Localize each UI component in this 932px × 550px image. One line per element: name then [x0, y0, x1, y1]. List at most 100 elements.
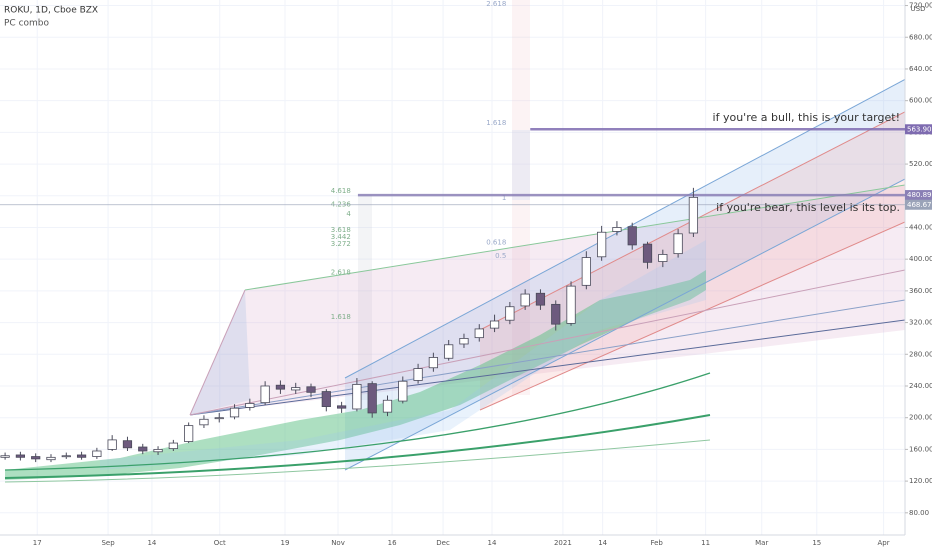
moving-average [4, 414, 711, 479]
fib-label: 0.618 [486, 239, 506, 247]
x-tick-label: Apr [878, 539, 890, 547]
fan-line [189, 289, 246, 416]
fib-box [358, 195, 372, 400]
price-tag [905, 190, 932, 201]
candle-body [642, 243, 653, 263]
candle-body [321, 391, 331, 408]
fan-fill [190, 185, 905, 415]
y-tick-label: 80.00 [909, 509, 929, 517]
candle-body [444, 344, 454, 359]
x-tick-label: 16 [388, 539, 397, 547]
x-tick-label: 14 [488, 539, 497, 547]
fan-fill [190, 290, 250, 415]
candle-body [581, 257, 591, 286]
x-tick-label: 2021 [554, 539, 572, 547]
candle-body [214, 417, 224, 420]
symbol-title: ROKU, 1D, Cboe BZX [4, 6, 98, 16]
candle-body [122, 440, 133, 449]
fan-line [244, 184, 906, 291]
candle-body [245, 403, 255, 408]
candle-body [352, 384, 362, 410]
y-tick-label: 400.00 [909, 255, 932, 263]
x-tick-label: 14 [147, 539, 156, 547]
support-band [100, 240, 706, 470]
candle-body [413, 368, 423, 381]
candle-body [92, 450, 102, 457]
candle-body [627, 226, 637, 246]
candle-body [184, 425, 194, 442]
price-axis [905, 0, 932, 550]
fib-label: 4 [346, 210, 351, 218]
candle-body [520, 293, 530, 307]
currency: USD [911, 5, 926, 13]
candle-body [551, 303, 561, 325]
y-tick-label: 600.00 [909, 97, 932, 105]
annotation: if you're bear, this level is its top. [716, 201, 900, 214]
x-tick-label: Oct [214, 539, 226, 547]
y-tick-label: 200.00 [909, 414, 932, 422]
y-tick-label: 280.00 [909, 350, 932, 358]
candle-body [260, 385, 270, 404]
price-tag-label: 468.67 [907, 201, 932, 209]
x-tick-label: 14 [598, 539, 607, 547]
candle-body [505, 306, 515, 321]
indicator-name: PC combo [4, 19, 50, 29]
price-tag-label: 563.90 [907, 125, 932, 133]
candle-body [275, 384, 286, 390]
x-tick-label: 15 [812, 539, 821, 547]
channel-line [344, 64, 932, 379]
candle-body [612, 227, 622, 232]
grid [0, 0, 905, 535]
candle-body [474, 328, 484, 339]
candle-body [336, 405, 347, 409]
x-tick-label: 11 [701, 539, 710, 547]
x-tick-label: Feb [650, 539, 663, 547]
time-axis [0, 535, 932, 550]
fan-line [189, 319, 906, 416]
candle-body [535, 292, 546, 306]
y-tick-label: 360.00 [909, 287, 932, 295]
channel-line [344, 164, 932, 471]
candle-body [658, 254, 668, 262]
candle-body [428, 357, 438, 369]
y-tick-label: 520.00 [909, 160, 932, 168]
fib-label: 1.618 [486, 119, 506, 127]
candle-body [367, 383, 377, 414]
price-tag-label: 480.89 [907, 191, 932, 199]
fib-box [512, 130, 530, 200]
x-tick-label: 17 [33, 539, 42, 547]
moving-average [4, 372, 711, 471]
fib-label: 4.618 [331, 187, 351, 195]
candle-body [398, 380, 408, 402]
y-tick-label: 640.00 [909, 65, 932, 73]
candle-body [153, 448, 163, 453]
fib-label: 3.272 [331, 240, 351, 248]
candle-body [382, 399, 393, 413]
fib-label: 1 [502, 194, 506, 202]
candle-body [199, 418, 209, 426]
candle-body [15, 454, 26, 458]
fib-label: 3.442 [331, 233, 351, 241]
y-tick-label: 120.00 [909, 477, 932, 485]
candle-body [31, 456, 41, 460]
fan-line [189, 299, 906, 416]
candle-body [688, 196, 699, 234]
fib-label: 1.618 [331, 313, 351, 321]
candle-body [46, 456, 56, 461]
fib-label: 2.618 [486, 0, 506, 8]
candle-body [229, 407, 240, 418]
y-tick-label: 320.00 [909, 319, 932, 327]
y-tick-label: 240.00 [909, 382, 932, 390]
candle-body [291, 387, 301, 391]
fib-label: 2.618 [331, 269, 351, 277]
candle-body [168, 442, 178, 450]
x-tick-label: Sep [101, 539, 115, 547]
candle-body [107, 439, 117, 450]
price-tag [905, 199, 932, 210]
lines [4, 64, 932, 483]
annotation: if you're a bull, this is your target! [713, 111, 900, 124]
candle-body [597, 231, 607, 258]
channel-line [479, 97, 932, 331]
candle-body [0, 455, 10, 458]
